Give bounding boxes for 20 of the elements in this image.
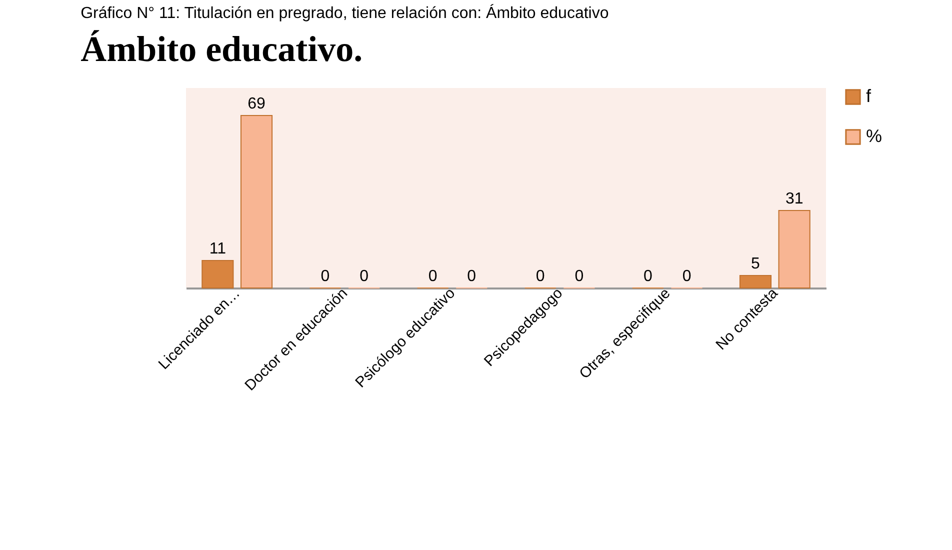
chart-title: Ámbito educativo. bbox=[80, 29, 363, 69]
data-label: 0 bbox=[536, 268, 545, 285]
data-label: 31 bbox=[785, 190, 804, 208]
data-label: 0 bbox=[574, 268, 584, 285]
data-label: 0 bbox=[682, 268, 692, 285]
bar bbox=[739, 275, 772, 288]
data-label: 0 bbox=[320, 268, 330, 285]
data-label: 0 bbox=[360, 268, 369, 285]
text: Gráfico N° 11: Titulación en pregrado, tiene relación con: Ámbito educativo bbox=[80, 4, 609, 22]
bar bbox=[778, 210, 810, 288]
bar bbox=[202, 260, 234, 288]
bar bbox=[240, 115, 273, 288]
data-label: 5 bbox=[751, 256, 760, 272]
data-label: 0 bbox=[467, 268, 476, 285]
data-label: 11 bbox=[209, 240, 226, 258]
data-label: 0 bbox=[428, 268, 438, 285]
data-label: 69 bbox=[248, 96, 266, 112]
data-label: 0 bbox=[643, 268, 652, 285]
legend-label: f bbox=[866, 86, 872, 106]
legend-label: % bbox=[866, 126, 882, 146]
